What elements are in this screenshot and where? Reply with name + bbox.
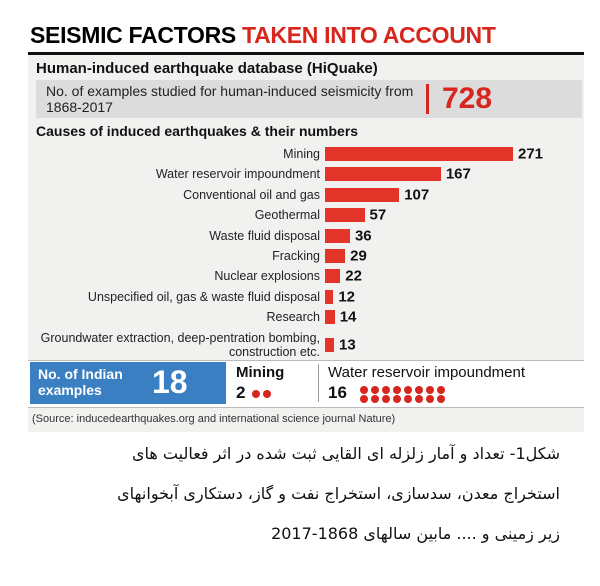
india-number: 18 (152, 364, 188, 400)
dot (437, 395, 445, 403)
india-water-label: Water reservoir impoundment (328, 364, 526, 381)
bar (325, 147, 513, 161)
category-label: Unspecified oil, gas & waste fluid dispo… (87, 289, 320, 304)
value-label: 29 (350, 247, 367, 265)
india-box (30, 362, 226, 404)
bar (325, 187, 400, 202)
category-label: Groundwater extraction, deep-pentration … (40, 330, 320, 359)
value-label: 13 (339, 336, 356, 354)
dot (393, 386, 401, 394)
title-part: SEISMIC FACTORS (30, 22, 236, 48)
caption-line: زیر زمینی و .... مابین سالهای 1868-2017 (271, 524, 560, 543)
rule (28, 52, 584, 55)
caption-line: شکل1- تعداد و آمار زلزله ای القایی ثبت ش… (131, 444, 560, 463)
bar (325, 289, 334, 304)
dot (404, 386, 412, 394)
category-label: Conventional oil and gas (183, 187, 320, 202)
category-label: Mining (283, 147, 320, 161)
value-label: 36 (354, 227, 372, 245)
dot (426, 386, 434, 394)
value-label: 14 (339, 308, 357, 326)
category-label: Fracking (272, 249, 320, 263)
value-label: 12 (338, 288, 355, 306)
title-part: TAKEN INTO ACCOUNT (242, 22, 496, 48)
category-label: Geothermal (254, 208, 320, 223)
bar (325, 310, 335, 325)
dot (415, 395, 423, 403)
dot (371, 395, 379, 403)
dot (426, 395, 434, 403)
india-label: No. of Indian examples (38, 366, 123, 398)
bar (325, 167, 441, 182)
summary-number: 728 (442, 82, 493, 115)
dot (404, 395, 412, 403)
dot (382, 386, 390, 394)
dot (252, 390, 260, 398)
bar (325, 228, 350, 243)
category-label: Waste fluid disposal (209, 228, 320, 243)
category-label: Nuclear explosions (214, 269, 320, 284)
bar (325, 337, 335, 352)
category-label: Water reservoir impoundment (155, 167, 320, 182)
dot (382, 395, 390, 403)
dot (360, 395, 368, 403)
source: (Source: inducedearthquakes.org and inte… (32, 413, 396, 425)
summary-text: No. of examples studied for human-induce… (46, 83, 414, 115)
dot (393, 395, 401, 403)
divider (426, 84, 429, 114)
divider (318, 364, 319, 402)
bar (325, 249, 346, 263)
value-label: 107 (404, 186, 430, 204)
dot (360, 386, 368, 394)
india-mining-label: Mining (236, 364, 285, 381)
subtitle: Human-induced earthquake database (HiQua… (36, 60, 378, 77)
dot (415, 386, 423, 394)
value-label: 22 (345, 267, 362, 285)
title: SEISMIC FACTORS TAKEN INTO ACCOUNT (30, 22, 496, 49)
summary-box (36, 80, 582, 118)
chart-title: Causes of induced earthquakes & their nu… (36, 123, 359, 139)
dot (371, 386, 379, 394)
bar (325, 208, 365, 223)
caption-line: استخراج معدن، سدسازی، استخراج نفت و گاز،… (117, 484, 560, 503)
bar (325, 269, 341, 284)
dot (263, 390, 271, 398)
india-mining-number: 2 (236, 383, 246, 402)
value-label: 167 (445, 165, 471, 183)
value-label: 57 (369, 206, 387, 224)
value-label: 271 (518, 145, 544, 163)
category-label: Research (266, 310, 321, 325)
india-water-number: 16 (328, 383, 347, 402)
dot (437, 386, 445, 394)
